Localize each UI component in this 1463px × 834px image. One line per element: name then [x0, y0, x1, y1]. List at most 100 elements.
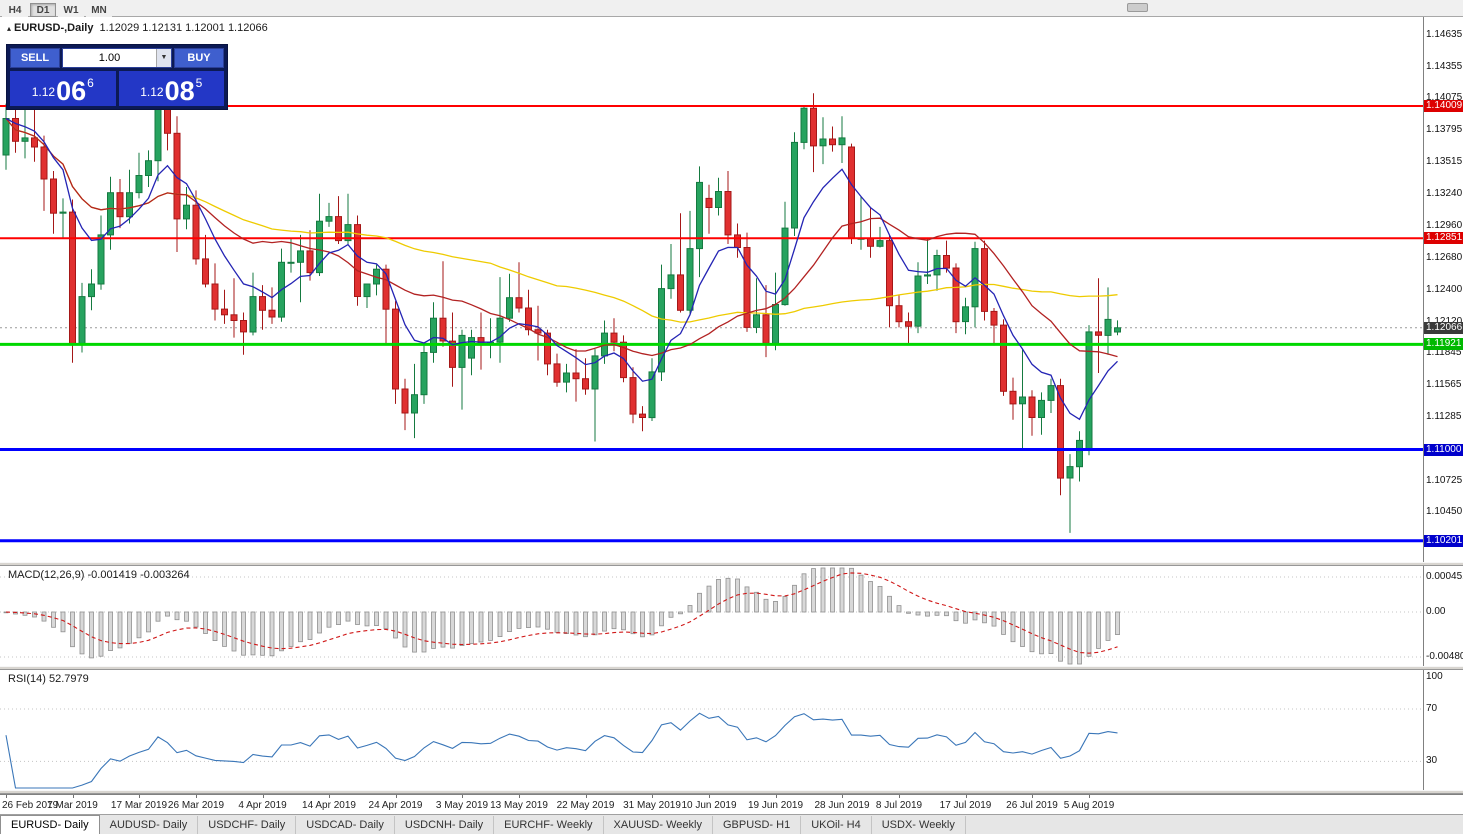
- macd-indicator-canvas[interactable]: [0, 566, 1423, 666]
- tab-eurusd-daily[interactable]: EURUSD- Daily: [0, 815, 100, 834]
- macd-histogram-bar: [716, 579, 721, 613]
- panel-separator[interactable]: [0, 562, 1463, 566]
- candle-body: [306, 250, 314, 274]
- timeframe-button-h4[interactable]: H4: [2, 3, 28, 17]
- candle-body: [572, 372, 580, 380]
- price-axis-label: 1.12680: [1426, 251, 1463, 263]
- macd-histogram-bar: [811, 568, 816, 613]
- tab-usdcnh-daily[interactable]: USDCNH- Daily: [395, 816, 495, 834]
- candle-body: [791, 141, 798, 229]
- macd-signal-line: [5, 572, 1118, 654]
- candle-body: [734, 234, 741, 248]
- macd-histogram-bar: [697, 592, 702, 613]
- macd-histogram-bar: [146, 611, 151, 633]
- macd-histogram-bar: [41, 611, 47, 622]
- hline-price-tag[interactable]: 1.12851: [1424, 232, 1463, 245]
- buy-price-big: 08: [164, 76, 195, 106]
- macd-histogram-bar: [915, 611, 921, 616]
- macd-histogram-bar: [440, 611, 446, 648]
- macd-histogram-bar: [307, 611, 313, 640]
- candle-body: [515, 297, 523, 309]
- tab-gbpusd-h1[interactable]: GBPUSD- H1: [713, 816, 802, 834]
- candle-body: [781, 227, 789, 306]
- macd-histogram-bar: [820, 567, 826, 613]
- candle-body: [724, 191, 732, 236]
- candle-body: [534, 329, 542, 334]
- macd-histogram-bar: [649, 611, 655, 636]
- hline-price-tag[interactable]: 1.11921: [1424, 338, 1463, 351]
- date-tick: [262, 795, 264, 798]
- tab-usdchf-daily[interactable]: USDCHF- Daily: [198, 816, 297, 834]
- macd-histogram-bar: [241, 611, 246, 656]
- candle-body: [1104, 318, 1112, 336]
- candle-body: [629, 377, 637, 415]
- panel-separator[interactable]: [0, 666, 1463, 670]
- rsi-indicator-canvas[interactable]: [0, 670, 1423, 790]
- sell-button[interactable]: SELL: [10, 48, 60, 68]
- tab-eurchf-weekly[interactable]: EURCHF- Weekly: [494, 816, 604, 834]
- candle-body: [439, 317, 447, 342]
- macd-histogram-bar: [383, 611, 389, 630]
- tab-xauusd-weekly[interactable]: XAUUSD- Weekly: [604, 816, 713, 834]
- candle-body: [259, 296, 266, 311]
- macd-histogram-bar: [1086, 611, 1092, 657]
- date-tick: [462, 795, 463, 798]
- candle-body: [449, 340, 456, 368]
- macd-histogram-bar: [165, 611, 170, 617]
- panel-separator[interactable]: [0, 790, 1463, 794]
- buy-price-tile[interactable]: 1.12 08 5: [118, 71, 224, 106]
- price-axis[interactable]: 1.14635 1.14355 1.14075 1.13795 1.13515 1.132…: [1423, 17, 1463, 794]
- main-chart-canvas[interactable]: [0, 17, 1423, 562]
- candle-body: [107, 192, 114, 236]
- hline-price-tag[interactable]: 1.14009: [1424, 100, 1463, 113]
- price-axis-label: 1.12400: [1426, 283, 1463, 295]
- candle-body: [126, 192, 133, 218]
- date-tick: [775, 795, 777, 798]
- macd-histogram-bar: [849, 567, 854, 613]
- candle-body: [59, 211, 67, 214]
- collapse-icon[interactable]: ▴: [7, 24, 12, 33]
- macd-histogram-bar: [573, 611, 579, 636]
- macd-histogram-bar: [782, 596, 788, 613]
- sell-price-tile[interactable]: 1.12 06 6: [10, 71, 116, 106]
- macd-histogram-bar: [934, 611, 940, 616]
- candle-body: [620, 341, 627, 379]
- price-axis-label: 1.11285: [1426, 410, 1462, 422]
- rsi-background: [0, 670, 1423, 790]
- candle-body: [658, 288, 665, 373]
- macd-histogram-bar: [678, 611, 683, 615]
- price-axis-label: 1.11565: [1426, 379, 1462, 391]
- macd-label: MACD(12,26,9) -0.001419 -0.003264: [8, 569, 190, 581]
- rsi-axis-label: 100: [1426, 671, 1443, 682]
- timeframe-button-mn[interactable]: MN: [86, 3, 112, 17]
- macd-histogram-bar: [991, 611, 997, 627]
- macd-values: -0.001419 -0.003264: [87, 569, 190, 581]
- macd-histogram-bar: [906, 611, 911, 614]
- candle-body: [468, 337, 475, 359]
- macd-histogram-bar: [250, 611, 256, 656]
- hline-price-tag[interactable]: 1.11000: [1424, 443, 1463, 456]
- candle-body: [810, 107, 817, 147]
- macd-histogram-bar: [412, 611, 417, 653]
- candle-body: [97, 234, 105, 285]
- tab-audusd-daily[interactable]: AUDUSD- Daily: [100, 816, 199, 834]
- volume-input[interactable]: [63, 49, 156, 67]
- macd-histogram-bar: [184, 611, 189, 622]
- date-label: 26 Mar 2019: [167, 800, 225, 811]
- timeframe-button-d1[interactable]: D1: [30, 3, 56, 17]
- candle-body: [952, 267, 960, 323]
- tab-usdx-weekly[interactable]: USDX- Weekly: [872, 816, 966, 834]
- buy-button[interactable]: BUY: [174, 48, 224, 68]
- macd-histogram-bar: [497, 611, 503, 638]
- volume-dropdown-icon[interactable]: ▼: [156, 49, 171, 67]
- timeframe-button-w1[interactable]: W1: [58, 3, 84, 17]
- date-label: 19 Jun 2019: [747, 800, 804, 811]
- tab-ukoil-h4[interactable]: UKOil- H4: [801, 816, 872, 834]
- date-axis[interactable]: 26 Feb 2019 7 Mar 2019 17 Mar 2019 26 Mar 2…: [0, 794, 1463, 814]
- scrollbar-thumb[interactable]: [1127, 3, 1148, 12]
- price-axis-label: 1.14355: [1426, 60, 1463, 72]
- macd-histogram-bar: [421, 611, 427, 653]
- tab-usdcad-daily[interactable]: USDCAD- Daily: [296, 816, 395, 834]
- candle-body: [648, 371, 656, 419]
- hline-price-tag[interactable]: 1.10201: [1424, 534, 1463, 547]
